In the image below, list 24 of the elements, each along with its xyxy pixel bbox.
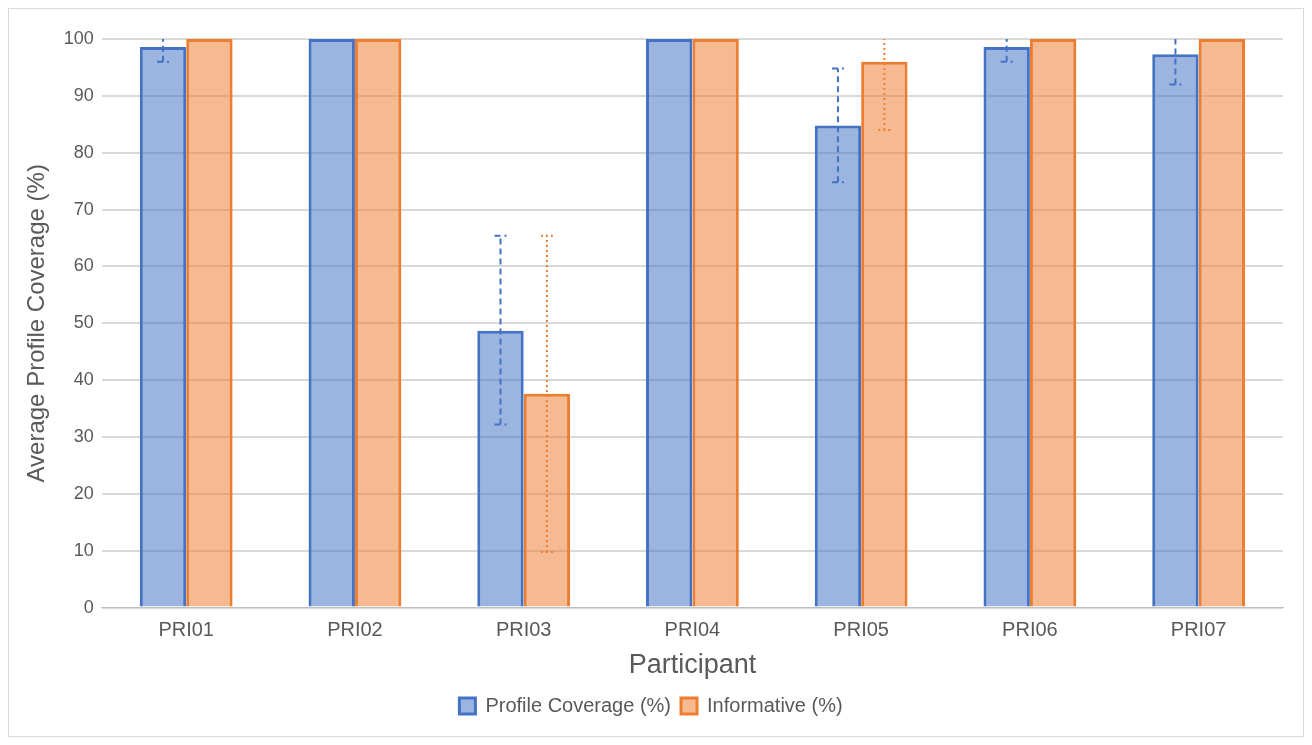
legend-label: Informative (%) (707, 693, 843, 716)
bar (308, 39, 355, 607)
y-tick-label: 0 (83, 596, 94, 617)
x-tick-label: PRI05 (833, 618, 889, 641)
x-tick-label: PRI07 (1170, 618, 1227, 641)
x-tick-label: PRI03 (495, 618, 552, 641)
x-axis-title: Participant (628, 649, 757, 680)
y-tick-label: 80 (73, 141, 94, 162)
bar (186, 39, 233, 607)
y-tick-label: 30 (73, 425, 94, 446)
y-tick-label: 40 (73, 369, 94, 390)
y-tick-label: 90 (73, 84, 94, 105)
x-tick-label: PRI02 (327, 618, 383, 641)
y-tick-label: 10 (73, 539, 94, 560)
legend-label: Profile Coverage (%) (485, 693, 672, 716)
x-tick-label: PRI01 (158, 618, 214, 641)
y-tick-label: 20 (73, 482, 94, 503)
x-tick-label: PRI06 (1002, 618, 1058, 641)
y-tick-label: 100 (63, 27, 94, 48)
y-tick-label: 70 (73, 198, 94, 219)
y-tick-label: 50 (73, 312, 94, 333)
y-tick-label: 60 (73, 255, 94, 276)
x-tick-label: PRI04 (664, 618, 721, 641)
y-axis-title: Average Profile Coverage (%) (22, 164, 50, 483)
